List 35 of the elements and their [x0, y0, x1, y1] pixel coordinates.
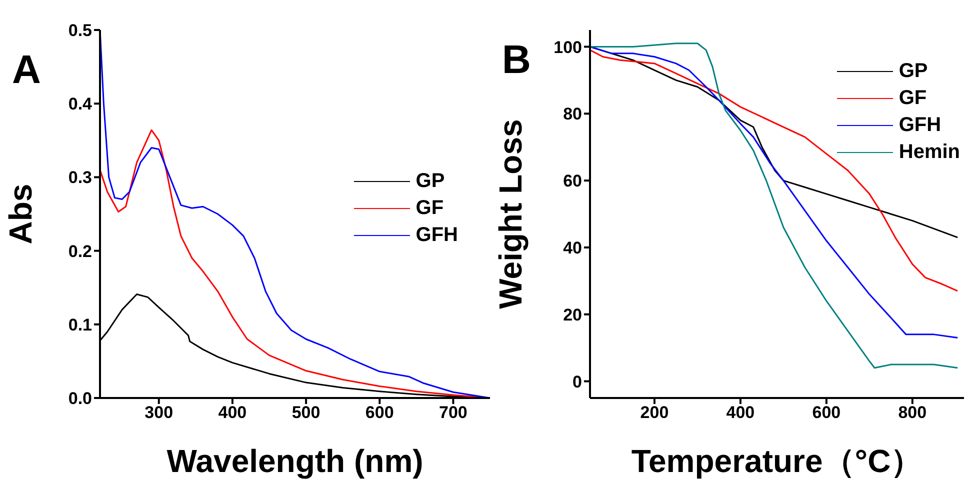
x-tick-label: 200 [640, 403, 669, 422]
legend-label: GFH [416, 223, 458, 248]
y-axis-title: Abs [2, 184, 38, 244]
x-axis-title: Wavelength (nm) [166, 443, 424, 479]
legend-label: GF [898, 86, 927, 111]
line-series [590, 49, 958, 292]
y-tick-label: 0 [572, 372, 582, 392]
legend-label: GF [416, 196, 444, 221]
y-tick-label: 100 [554, 38, 582, 57]
y-tick-label: 40 [563, 238, 582, 258]
x-tick-label: 400 [218, 403, 247, 422]
y-tick-label: 20 [563, 305, 582, 324]
y-tick-label: 0.2 [68, 242, 92, 261]
x-tick-label: 800 [898, 403, 927, 422]
x-tick-label: 300 [144, 403, 174, 422]
text: B [502, 38, 531, 82]
x-tick-label: 600 [365, 403, 394, 422]
y-tick-label: 0.3 [68, 168, 92, 188]
x-tick-label: 600 [812, 403, 841, 422]
y-tick-label: 80 [563, 104, 582, 124]
x-axis-title: Temperature（°C） [631, 443, 923, 479]
y-tick-label: 0.1 [68, 315, 92, 334]
legend-label: GP [898, 59, 928, 84]
y-tick-label: 0.0 [68, 389, 92, 408]
y-tick-label: 0.5 [68, 21, 92, 40]
y-tick-label: 0.4 [68, 94, 93, 114]
legend-label: GP [416, 169, 445, 194]
x-tick-label: 700 [439, 403, 468, 422]
y-axis-title: Weight Loss [492, 119, 528, 309]
legend-label: Hemin [898, 140, 960, 165]
x-tick-label: 500 [292, 403, 320, 422]
legend-label: GFH [898, 113, 942, 138]
y-tick-label: 60 [563, 172, 582, 191]
text: A [12, 48, 41, 92]
x-tick-label: 400 [726, 403, 755, 422]
